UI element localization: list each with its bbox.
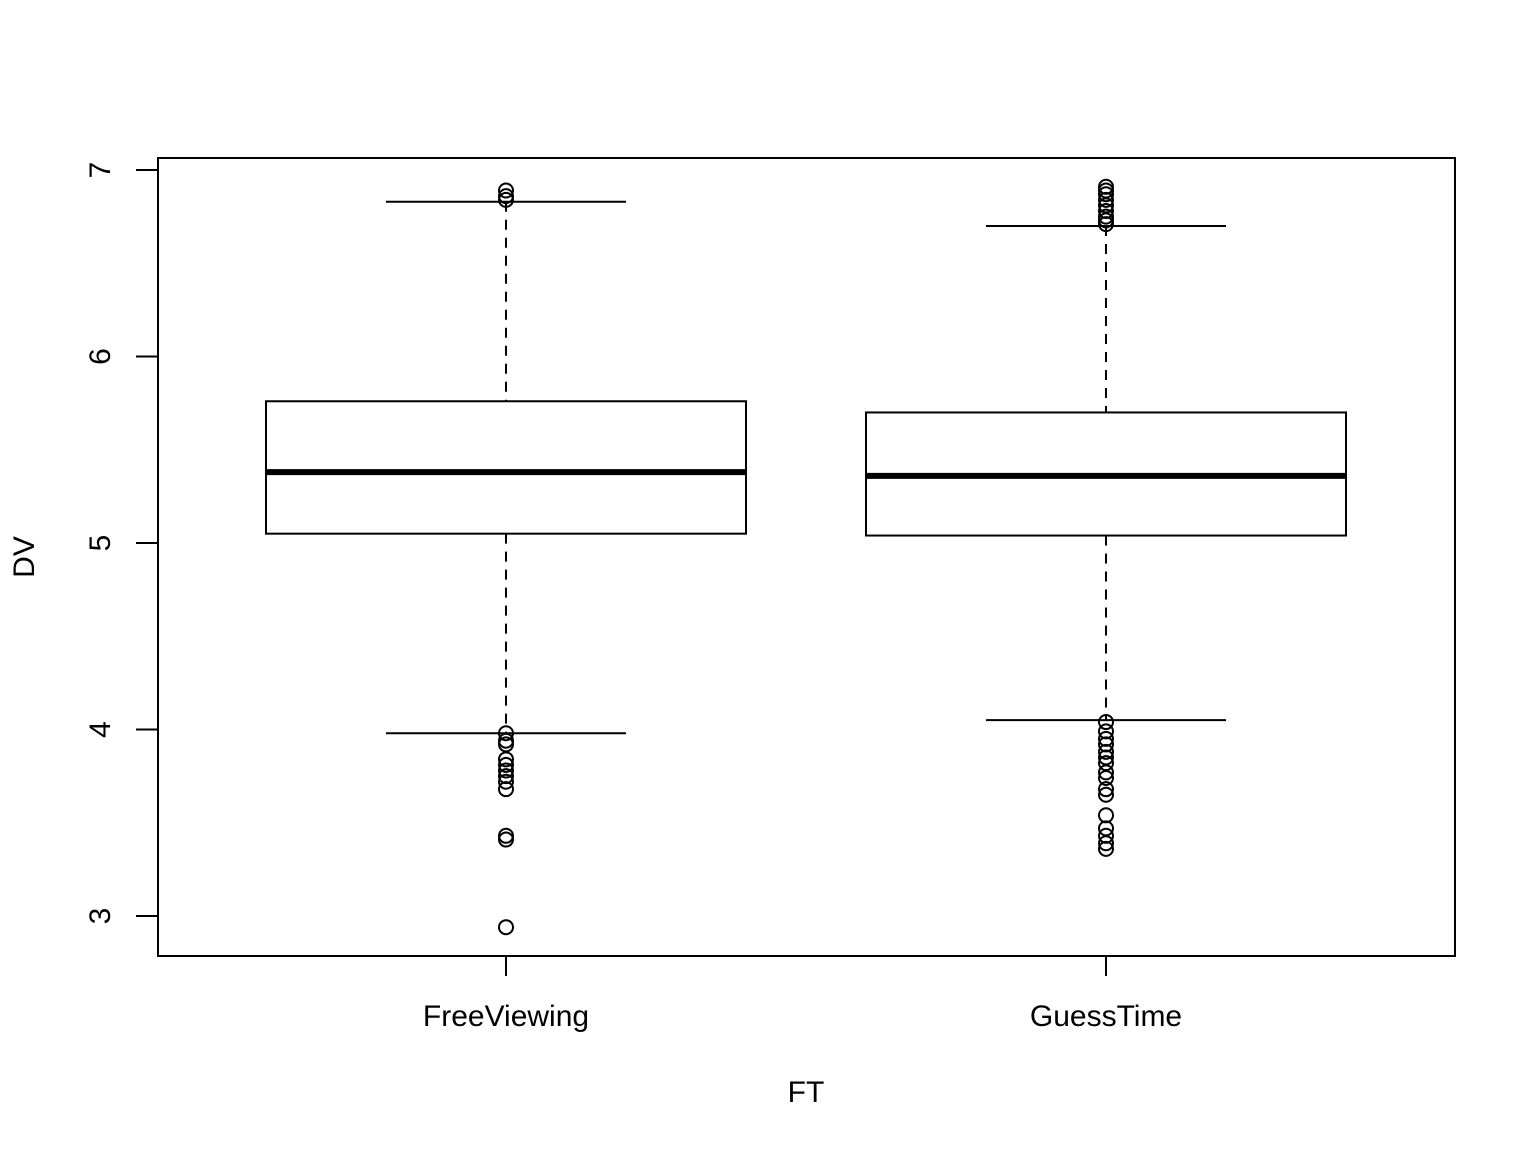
outlier-point [1098, 786, 1114, 803]
outlier-point [1098, 203, 1114, 220]
x-tick-label: GuessTime [1030, 1000, 1182, 1033]
y-axis: 3 4 5 6 7 [84, 162, 159, 925]
y-tick-label: 7 [84, 162, 117, 179]
outlier-point [498, 756, 514, 773]
outlier-point [1098, 835, 1114, 852]
outlier-point [498, 831, 514, 848]
x-axis-label: FT [788, 1076, 825, 1109]
outlier-point [498, 751, 514, 768]
box-group-FreeViewing [265, 182, 747, 936]
x-axis: FreeViewing GuessTime [423, 956, 1182, 1033]
y-axis-label: DV [8, 536, 41, 578]
outlier-point [1098, 781, 1114, 798]
outlier-point [498, 725, 514, 742]
outlier-point [1098, 840, 1114, 857]
outlier-point [498, 762, 514, 779]
outlier-point [498, 781, 514, 798]
y-tick-label: 3 [84, 908, 117, 925]
outlier-point [1098, 743, 1114, 760]
outlier-point [498, 182, 514, 199]
outlier-point [498, 773, 514, 790]
outlier-point [1098, 178, 1114, 195]
outlier-point [1098, 208, 1114, 225]
outlier-point [1098, 807, 1114, 824]
outlier-point [1098, 764, 1114, 781]
outlier-point [498, 919, 514, 936]
outlier-point [1098, 769, 1114, 786]
outlier-point [1098, 714, 1114, 731]
iqr-box [265, 400, 747, 535]
outlier-point [498, 188, 514, 205]
boxes [265, 178, 1347, 936]
y-tick-label: 6 [84, 348, 117, 365]
x-tick-label: FreeViewing [423, 1000, 589, 1033]
y-tick-label: 5 [84, 535, 117, 552]
plot-frame [157, 157, 1456, 957]
y-tick-label: 4 [84, 721, 117, 738]
box-group-GuessTime [865, 178, 1347, 857]
